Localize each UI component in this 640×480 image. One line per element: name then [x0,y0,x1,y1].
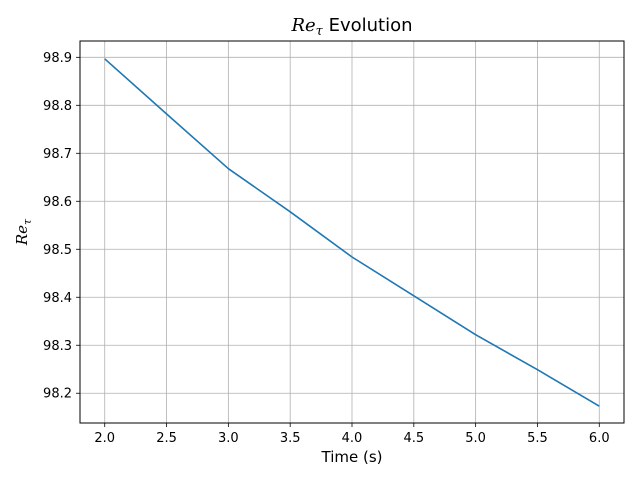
y-tick-label: 98.9 [43,51,72,66]
ticks: 2.0 2.5 3.0 3.5 4.0 4.5 5.0 5.5 6.0 98.2 98.3 98.4 9… [43,51,610,446]
y-tick-label: 98.4 [43,291,72,306]
y-tick-label: 98.8 [43,99,72,114]
x-tick-label: 2.5 [156,431,177,446]
x-tick-label: 4.5 [403,431,424,446]
y-tick-label: 98.3 [43,339,72,354]
chart-title: Reτ Evolution [290,15,412,39]
title-symbol: Re [290,15,315,36]
y-tick-label: 98.7 [43,147,72,162]
y-label-subscript: τ [21,218,34,225]
title-subscript: τ [316,24,324,39]
x-axis-label: Time (s) [321,448,383,466]
x-tick-label: 3.0 [218,431,239,446]
grid [80,41,624,423]
x-tick-label: 6.0 [589,431,610,446]
x-tick-label: 2.0 [94,431,115,446]
series-line [104,58,600,407]
x-tick-label: 5.5 [527,431,548,446]
x-tick-label: 4.0 [342,431,363,446]
x-tick-label: 5.0 [465,431,486,446]
series-layer [104,58,600,407]
y-label-symbol: Re [13,225,31,246]
y-tick-label: 98.6 [43,195,72,210]
y-axis-label: Reτ [13,218,34,246]
y-tick-label: 98.5 [43,243,72,258]
title-suffix: Evolution [323,15,413,36]
y-tick-label: 98.2 [43,387,72,402]
x-tick-label: 3.5 [280,431,301,446]
